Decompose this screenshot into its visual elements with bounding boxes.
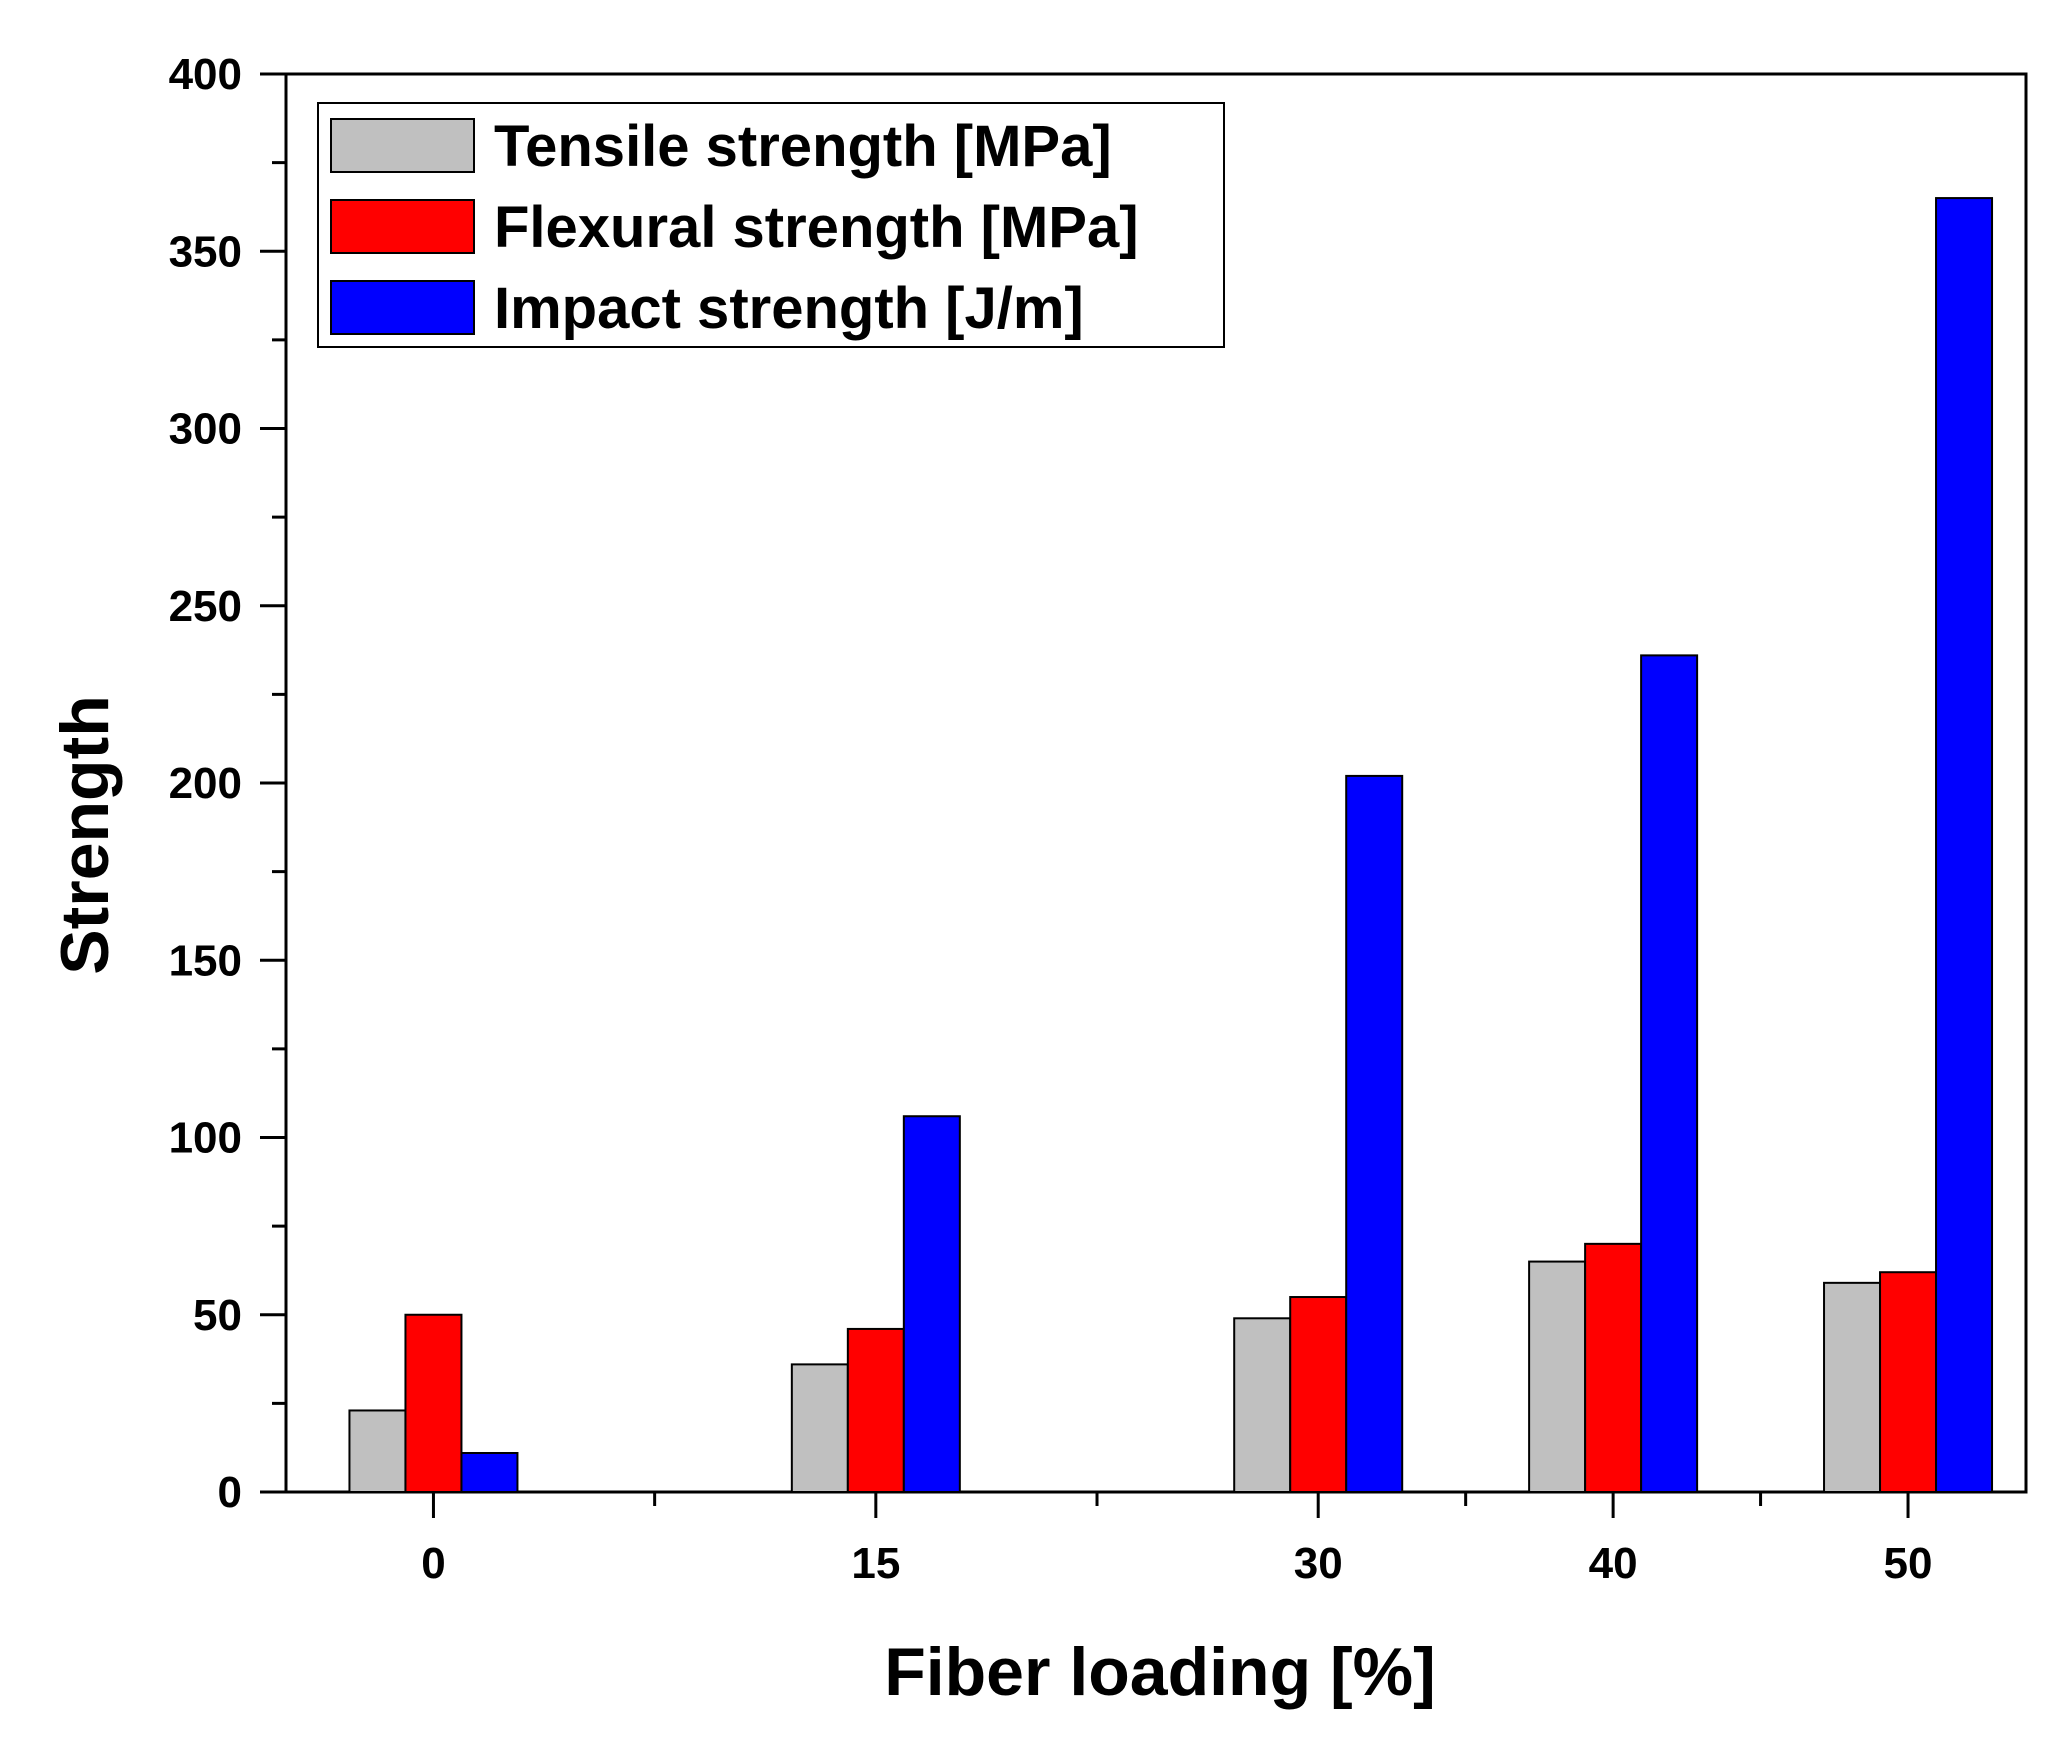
bar-flexural-40: [1584, 1242, 1643, 1493]
x-axis: 0 15 30 40 50: [421, 1492, 1933, 1588]
bar-tensile-30: [1233, 1317, 1292, 1494]
y-axis: 0 50 100 150 200 250 300 350 400: [169, 50, 286, 1517]
x-tick-label: 0: [421, 1539, 445, 1588]
bar-tensile-50: [1823, 1281, 1882, 1493]
x-tick-label: 50: [1884, 1539, 1933, 1588]
y-tick-label: 300: [169, 405, 242, 454]
bar-flexural-50: [1879, 1271, 1938, 1493]
bars-group: [348, 197, 1994, 1494]
x-tick-label: 30: [1294, 1539, 1343, 1588]
legend-label-tensile: Tensile strength [MPa]: [494, 114, 1112, 179]
bar-impact-40: [1640, 654, 1699, 1493]
y-tick-label: 150: [169, 936, 242, 985]
bar-impact-15: [902, 1115, 961, 1493]
legend-label-impact: Impact strength [J/m]: [494, 276, 1084, 341]
legend: Tensile strength [MPa] Flexural strength…: [317, 102, 1225, 348]
bar-tensile-0: [348, 1409, 407, 1493]
bar-impact-30: [1345, 774, 1404, 1493]
y-tick-label: 0: [218, 1468, 242, 1517]
y-tick-label: 250: [169, 582, 242, 631]
y-axis-label: Strength: [47, 695, 123, 975]
legend-swatch-flexural: [330, 199, 475, 254]
y-tick-label: 400: [169, 50, 242, 99]
y-tick-label: 100: [169, 1114, 242, 1163]
x-axis-label: Fiber loading [%]: [884, 1634, 1436, 1710]
legend-swatch-impact: [330, 280, 475, 335]
bar-flexural-15: [846, 1327, 905, 1494]
bar-impact-50: [1935, 197, 1994, 1494]
bar-flexural-30: [1289, 1296, 1348, 1494]
bar-flexural-0: [404, 1313, 463, 1493]
bar-tensile-15: [790, 1363, 849, 1494]
y-tick-label: 200: [169, 759, 242, 808]
legend-label-flexural: Flexural strength [MPa]: [494, 195, 1139, 260]
x-tick-label: 40: [1589, 1539, 1638, 1588]
legend-swatch-tensile: [330, 118, 475, 173]
bar-tensile-40: [1528, 1260, 1587, 1493]
y-tick-label: 50: [193, 1291, 242, 1340]
x-tick-label: 15: [851, 1539, 900, 1588]
y-tick-label: 350: [169, 227, 242, 276]
bar-impact-0: [460, 1452, 519, 1494]
